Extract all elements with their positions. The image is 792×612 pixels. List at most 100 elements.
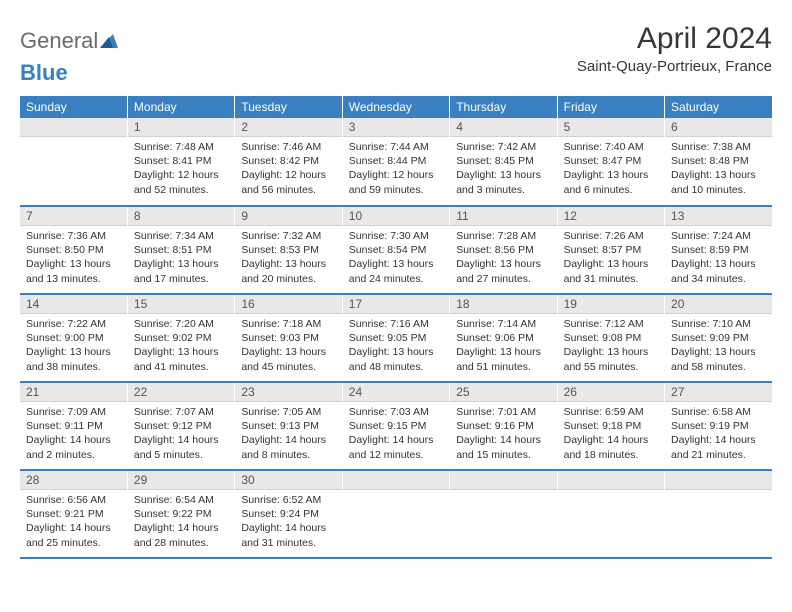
calendar-day-cell: 16Sunrise: 7:18 AMSunset: 9:03 PMDayligh… xyxy=(235,294,342,382)
day-number: 16 xyxy=(235,295,341,314)
sunrise-text: Sunrise: 7:10 AM xyxy=(671,317,766,331)
day-number: 4 xyxy=(450,118,556,137)
sunset-text: Sunset: 9:16 PM xyxy=(456,419,550,433)
page-title: April 2024 xyxy=(577,22,772,56)
sunset-text: Sunset: 8:45 PM xyxy=(456,154,550,168)
calendar-page: GeneralBlue April 2024 Saint-Quay-Portri… xyxy=(0,0,792,569)
sunrise-text: Sunrise: 7:12 AM xyxy=(564,317,658,331)
day-details: Sunrise: 7:20 AMSunset: 9:02 PMDaylight:… xyxy=(128,314,234,378)
sunset-text: Sunset: 9:09 PM xyxy=(671,331,766,345)
sunset-text: Sunset: 9:19 PM xyxy=(671,419,766,433)
calendar-day-cell xyxy=(557,470,664,558)
calendar-day-cell: 20Sunrise: 7:10 AMSunset: 9:09 PMDayligh… xyxy=(665,294,772,382)
day-details-empty xyxy=(450,490,556,550)
day-number: 21 xyxy=(20,383,127,402)
sunset-text: Sunset: 9:21 PM xyxy=(26,507,121,521)
calendar-day-cell: 17 Sunrise: 7:16 AMSunset: 9:05 PMDayligh… xyxy=(342,294,449,382)
day-number: 29 xyxy=(128,471,234,490)
daylight-text: Daylight: 12 hours and 59 minutes. xyxy=(349,168,443,196)
weekday-header: Saturday xyxy=(665,96,772,118)
day-number: 10 xyxy=(343,207,449,226)
weekday-header: Monday xyxy=(127,96,234,118)
daylight-text: Daylight: 13 hours and 38 minutes. xyxy=(26,345,121,373)
day-number: 28 xyxy=(20,471,127,490)
sunrise-text: Sunrise: 7:18 AM xyxy=(241,317,335,331)
calendar-day-cell: 27 Sunrise: 6:58 AMSunset: 9:19 PMDayligh… xyxy=(665,382,772,470)
calendar-day-cell: 11Sunrise: 7:28 AMSunset: 8:56 PMDayligh… xyxy=(450,206,557,294)
day-number: 5 xyxy=(558,118,664,137)
day-details-empty xyxy=(20,137,127,197)
weekday-header: Friday xyxy=(557,96,664,118)
sunrise-text: Sunrise: 7:24 AM xyxy=(671,229,766,243)
sunrise-text: Sunrise: 7:46 AM xyxy=(241,140,335,154)
sunset-text: Sunset: 9:08 PM xyxy=(564,331,658,345)
day-number: 23 xyxy=(235,383,341,402)
day-number: 24 xyxy=(343,383,449,402)
day-number: 7 xyxy=(20,207,127,226)
sunset-text: Sunset: 8:57 PM xyxy=(564,243,658,257)
calendar-week-row: 7 Sunrise: 7:36 AMSunset: 8:50 PM Daylight… xyxy=(20,206,772,294)
sunrise-text: Sunrise: 7:26 AM xyxy=(564,229,658,243)
day-number: 17 xyxy=(343,295,449,314)
calendar-day-cell: 19Sunrise: 7:12 AMSunset: 9:08 PMDayligh… xyxy=(557,294,664,382)
daylight-text: Daylight: 13 hours and 17 minutes. xyxy=(134,257,228,285)
day-number: 27 xyxy=(665,383,772,402)
sunset-text: Sunset: 8:48 PM xyxy=(671,154,766,168)
sunset-text: Sunset: 8:51 PM xyxy=(134,243,228,257)
logo-triangle-icon xyxy=(100,28,118,54)
sunrise-text: Sunrise: 7:07 AM xyxy=(134,405,228,419)
sunrise-text: Sunrise: 7:20 AM xyxy=(134,317,228,331)
daylight-text: Daylight: 14 hours and 21 minutes. xyxy=(671,433,766,461)
sunrise-text: Sunrise: 6:59 AM xyxy=(564,405,658,419)
day-number-empty xyxy=(450,471,556,490)
day-details: Sunrise: 7:03 AMSunset: 9:15 PMDaylight:… xyxy=(343,402,449,466)
calendar-day-cell xyxy=(342,470,449,558)
sunset-text: Sunset: 9:11 PM xyxy=(26,419,121,433)
day-details: Sunrise: 7:10 AMSunset: 9:09 PMDaylight:… xyxy=(665,314,772,378)
sunrise-text: Sunrise: 7:16 AM xyxy=(349,317,443,331)
calendar-day-cell: 1Sunrise: 7:48 AMSunset: 8:41 PMDaylight… xyxy=(127,118,234,206)
sunrise-text: Sunrise: 7:01 AM xyxy=(456,405,550,419)
calendar-day-cell: 9Sunrise: 7:32 AMSunset: 8:53 PMDaylight… xyxy=(235,206,342,294)
calendar-day-cell: 29Sunrise: 6:54 AMSunset: 9:22 PMDayligh… xyxy=(127,470,234,558)
calendar-week-row: 1Sunrise: 7:48 AMSunset: 8:41 PMDaylight… xyxy=(20,118,772,206)
sunset-text: Sunset: 8:53 PM xyxy=(241,243,335,257)
sunset-text: Sunset: 9:05 PM xyxy=(349,331,443,345)
day-number: 11 xyxy=(450,207,556,226)
day-number: 30 xyxy=(235,471,341,490)
day-details: Sunrise: 7:30 AMSunset: 8:54 PMDaylight:… xyxy=(343,226,449,290)
calendar-day-cell: 13Sunrise: 7:24 AMSunset: 8:59 PMDayligh… xyxy=(665,206,772,294)
daylight-text: Daylight: 13 hours and 58 minutes. xyxy=(671,345,766,373)
page-header: GeneralBlue April 2024 Saint-Quay-Portri… xyxy=(20,22,772,86)
sunrise-text: Sunrise: 7:03 AM xyxy=(349,405,443,419)
sunrise-text: Sunrise: 7:36 AM xyxy=(26,229,121,243)
sunset-text: Sunset: 8:47 PM xyxy=(564,154,658,168)
sunset-text: Sunset: 9:06 PM xyxy=(456,331,550,345)
day-number: 18 xyxy=(450,295,556,314)
calendar-day-cell: 10Sunrise: 7:30 AMSunset: 8:54 PMDayligh… xyxy=(342,206,449,294)
day-number-empty xyxy=(20,118,127,137)
day-number: 26 xyxy=(558,383,664,402)
day-number: 2 xyxy=(235,118,341,137)
sunset-text: Sunset: 8:41 PM xyxy=(134,154,228,168)
day-details-empty xyxy=(665,490,772,550)
calendar-week-row: 28Sunrise: 6:56 AMSunset: 9:21 PMDayligh… xyxy=(20,470,772,558)
sunset-text: Sunset: 8:50 PM xyxy=(26,243,121,257)
day-details: Sunrise: 7:34 AMSunset: 8:51 PMDaylight:… xyxy=(128,226,234,290)
weekday-header: Thursday xyxy=(450,96,557,118)
weekday-header: Tuesday xyxy=(235,96,342,118)
daylight-text: Daylight: 13 hours and 48 minutes. xyxy=(349,345,443,373)
day-number: 3 xyxy=(343,118,449,137)
weekday-header-row: Sunday Monday Tuesday Wednesday Thursday… xyxy=(20,96,772,118)
daylight-text: Daylight: 14 hours and 15 minutes. xyxy=(456,433,550,461)
daylight-text: Daylight: 14 hours and 12 minutes. xyxy=(349,433,443,461)
sunrise-text: Sunrise: 6:58 AM xyxy=(671,405,766,419)
calendar-day-cell: 7Sunrise: 7:36 AMSunset: 8:50 PMDaylight… xyxy=(20,206,127,294)
calendar-day-cell xyxy=(20,118,127,206)
sunset-text: Sunset: 9:00 PM xyxy=(26,331,121,345)
calendar-day-cell: 14Sunrise: 7:22 AMSunset: 9:00 PMDayligh… xyxy=(20,294,127,382)
sunset-text: Sunset: 9:24 PM xyxy=(241,507,335,521)
sunrise-text: Sunrise: 7:34 AM xyxy=(134,229,228,243)
calendar-day-cell: 5Sunrise: 7:40 AMSunset: 8:47 PMDaylight… xyxy=(557,118,664,206)
day-details: Sunrise: 6:56 AMSunset: 9:21 PMDaylight:… xyxy=(20,490,127,554)
